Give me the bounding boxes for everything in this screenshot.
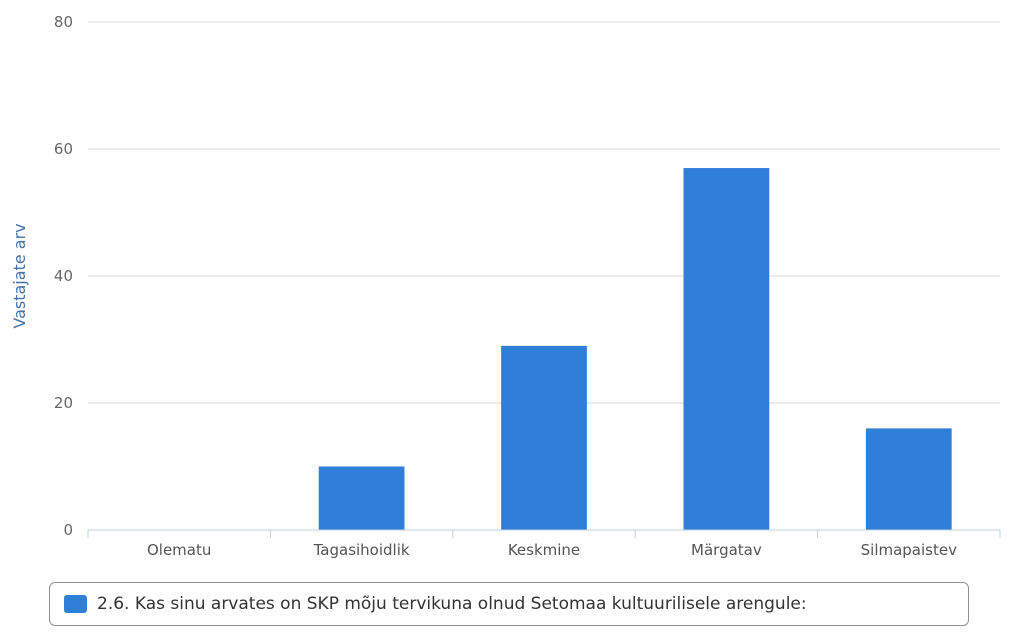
x-tick-label: Olematu [147, 541, 211, 559]
y-axis-ticks: 0 20 40 60 80 [54, 13, 73, 539]
bars [318, 168, 952, 531]
legend-label: 2.6. Kas sinu arvates on SKP mõju tervik… [97, 594, 807, 614]
x-tick-label: Keskmine [508, 541, 580, 559]
y-tick-label: 0 [63, 521, 73, 539]
x-axis-ticks: Olematu Tagasihoidlik Keskmine Märgatav Silm… [87, 530, 1001, 559]
y-tick-label: 80 [54, 13, 73, 31]
legend[interactable]: 2.6. Kas sinu arvates on SKP mõju tervik… [49, 582, 969, 626]
y-tick-label: 40 [54, 267, 73, 285]
x-tick-label: Tagasihoidlik [313, 541, 410, 559]
x-tick-label: Märgatav [691, 541, 762, 559]
bar[interactable] [865, 428, 952, 530]
y-tick-label: 20 [54, 394, 73, 412]
bar[interactable] [318, 466, 405, 531]
y-axis-title: Vastajate arv [10, 223, 29, 328]
bar[interactable] [501, 345, 587, 530]
legend-swatch [64, 595, 87, 613]
x-tick-label: Silmapaistev [861, 541, 957, 559]
bar[interactable] [683, 168, 770, 531]
y-tick-label: 60 [54, 140, 73, 158]
